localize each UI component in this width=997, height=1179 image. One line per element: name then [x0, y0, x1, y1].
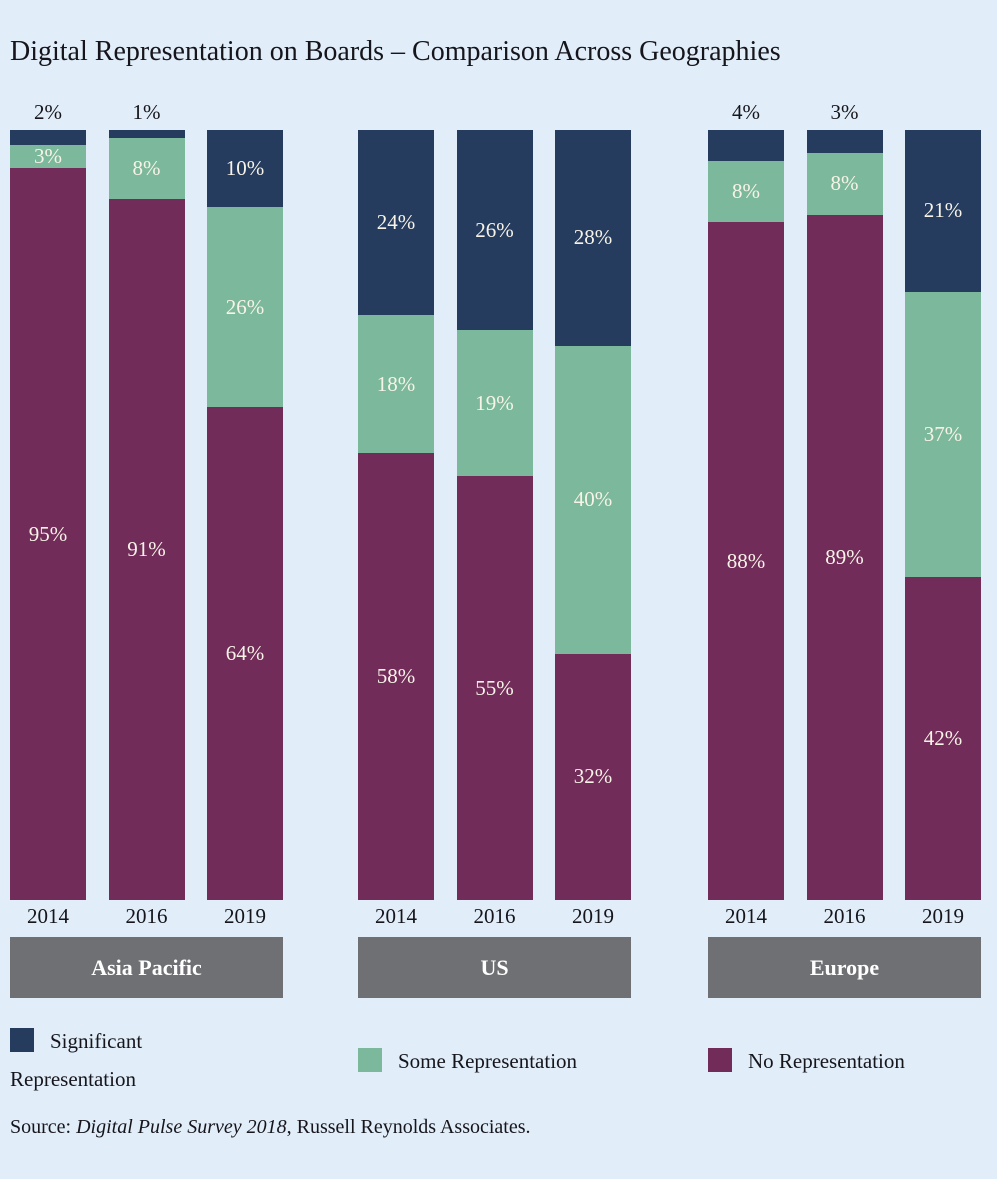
bar-asia-pacific-2014: 2% 3% 95%	[10, 102, 86, 900]
segment-some: 40%	[555, 345, 631, 654]
value-label: 55%	[475, 675, 514, 700]
chart-title: Digital Representation on Boards – Compa…	[10, 36, 781, 67]
bar-europe-2016: 3% 8% 89%	[806, 102, 883, 900]
legend-swatch-significant	[10, 1028, 34, 1052]
value-label: 19%	[475, 390, 514, 415]
legend-label-no: No Representation	[748, 1049, 905, 1073]
segment-some: 3%	[10, 144, 86, 169]
segment-no: 58%	[358, 453, 434, 900]
bars-row: 4% 8% 88% 3% 8% 89% 21% 37% 42%	[708, 102, 981, 900]
value-label-outside: 4%	[732, 100, 760, 124]
segment-no: 64%	[207, 407, 283, 900]
value-label: 95%	[28, 521, 68, 546]
value-label: 8%	[732, 179, 760, 204]
segment-no: 91%	[108, 199, 185, 900]
source-prefix: Source:	[10, 1116, 77, 1138]
bar-europe-2014: 4% 8% 88%	[708, 102, 784, 900]
value-label: 91%	[127, 537, 166, 562]
segment-significant: 10%	[207, 130, 283, 207]
legend-label-some: Some Representation	[398, 1049, 578, 1073]
year-label: 2019	[572, 904, 614, 928]
segment-significant: 26%	[456, 130, 533, 331]
legend-swatch-no	[708, 1048, 732, 1072]
year-label: 2016	[823, 904, 866, 928]
bar-us-2016: 26% 19% 55%	[456, 130, 533, 900]
year-label: 2014	[375, 904, 417, 928]
group-label-band-asia-pacific: Asia Pacific	[10, 937, 283, 998]
segment-no: 95%	[10, 168, 86, 900]
value-label: 8%	[830, 171, 859, 196]
value-label: 24%	[376, 209, 416, 234]
bar-us-2014: 24% 18% 58%	[358, 130, 434, 900]
segment-no: 89%	[806, 214, 883, 900]
legend-item-some: Some Representation	[358, 1042, 577, 1080]
value-label: 10%	[225, 156, 265, 180]
value-label: 42%	[923, 725, 963, 750]
value-label: 89%	[825, 544, 864, 569]
value-label: 32%	[573, 764, 613, 789]
source-title: Digital Pulse Survey 2018	[76, 1116, 287, 1138]
bar-asia-pacific-2016: 1% 8% 91%	[108, 102, 185, 900]
segment-significant	[708, 130, 784, 161]
year-label: 2019	[922, 904, 964, 928]
chart-group-asia-pacific: 2% 3% 95% 1% 8% 91% 10% 26% 64% 2014 2016 2019 Asia …	[10, 100, 283, 998]
segment-significant: 28%	[555, 130, 631, 346]
value-label: 64%	[225, 641, 265, 666]
bar-europe-2019: 21% 37% 42%	[905, 130, 981, 900]
group-label-band-us: US	[358, 937, 631, 998]
segment-significant	[108, 130, 185, 138]
value-label: 8%	[132, 155, 161, 180]
value-label: 40%	[573, 487, 613, 512]
value-label: 3%	[34, 144, 62, 169]
bars-row: 24% 18% 58% 26% 19% 55% 28% 40% 32%	[358, 130, 631, 900]
value-label-outside: 2%	[34, 100, 62, 124]
year-label: 2016	[473, 904, 516, 928]
segment-some: 18%	[358, 314, 434, 454]
segment-some: 8%	[108, 137, 185, 200]
value-label: 37%	[923, 421, 963, 446]
legend-item-significant: Significant Representation	[10, 1022, 255, 1098]
year-axis: 2014 2016 2019	[358, 904, 631, 932]
source-line: Source: Digital Pulse Survey 2018, Russe…	[10, 1116, 531, 1139]
legend-label-significant: Significant Representation	[10, 1029, 143, 1091]
legend-item-no: No Representation	[708, 1042, 905, 1080]
segment-no: 88%	[708, 222, 784, 900]
segment-some: 19%	[456, 330, 533, 477]
chart-group-europe: 4% 8% 88% 3% 8% 89% 21% 37% 42% 2014 2016 2019 Europ…	[708, 100, 981, 998]
value-label: 26%	[475, 217, 514, 242]
segment-significant: 24%	[358, 130, 434, 315]
value-label: 26%	[225, 294, 265, 319]
chart-group-us: 24% 18% 58% 26% 19% 55% 28% 40% 32% 2014 2016 2019 U…	[358, 100, 631, 998]
source-suffix: , Russell Reynolds Associates.	[286, 1116, 531, 1138]
value-label-outside: 3%	[830, 100, 859, 124]
value-label: 28%	[573, 225, 613, 250]
value-label: 21%	[923, 198, 963, 223]
segment-significant: 21%	[905, 130, 981, 292]
bar-us-2019: 28% 40% 32%	[555, 130, 631, 900]
legend-swatch-some	[358, 1048, 382, 1072]
year-label: 2016	[125, 904, 168, 928]
segment-some: 37%	[905, 291, 981, 577]
value-label: 18%	[376, 371, 416, 396]
segment-no: 32%	[555, 653, 631, 900]
segment-no: 55%	[456, 476, 533, 900]
year-label: 2014	[725, 904, 767, 928]
year-axis: 2014 2016 2019	[708, 904, 981, 932]
bar-asia-pacific-2019: 10% 26% 64%	[207, 130, 283, 900]
year-label: 2014	[27, 904, 69, 928]
year-label: 2019	[224, 904, 266, 928]
value-label: 88%	[726, 548, 766, 573]
value-label-outside: 1%	[132, 100, 161, 124]
segment-significant	[10, 130, 86, 146]
segment-some: 26%	[207, 207, 283, 408]
year-axis: 2014 2016 2019	[10, 904, 283, 932]
value-label: 58%	[376, 664, 416, 689]
segment-significant	[806, 130, 883, 154]
segment-no: 42%	[905, 576, 981, 900]
group-label-band-europe: Europe	[708, 937, 981, 998]
bars-row: 2% 3% 95% 1% 8% 91% 10% 26% 64%	[10, 102, 283, 900]
segment-some: 8%	[708, 160, 784, 223]
segment-some: 8%	[806, 153, 883, 215]
